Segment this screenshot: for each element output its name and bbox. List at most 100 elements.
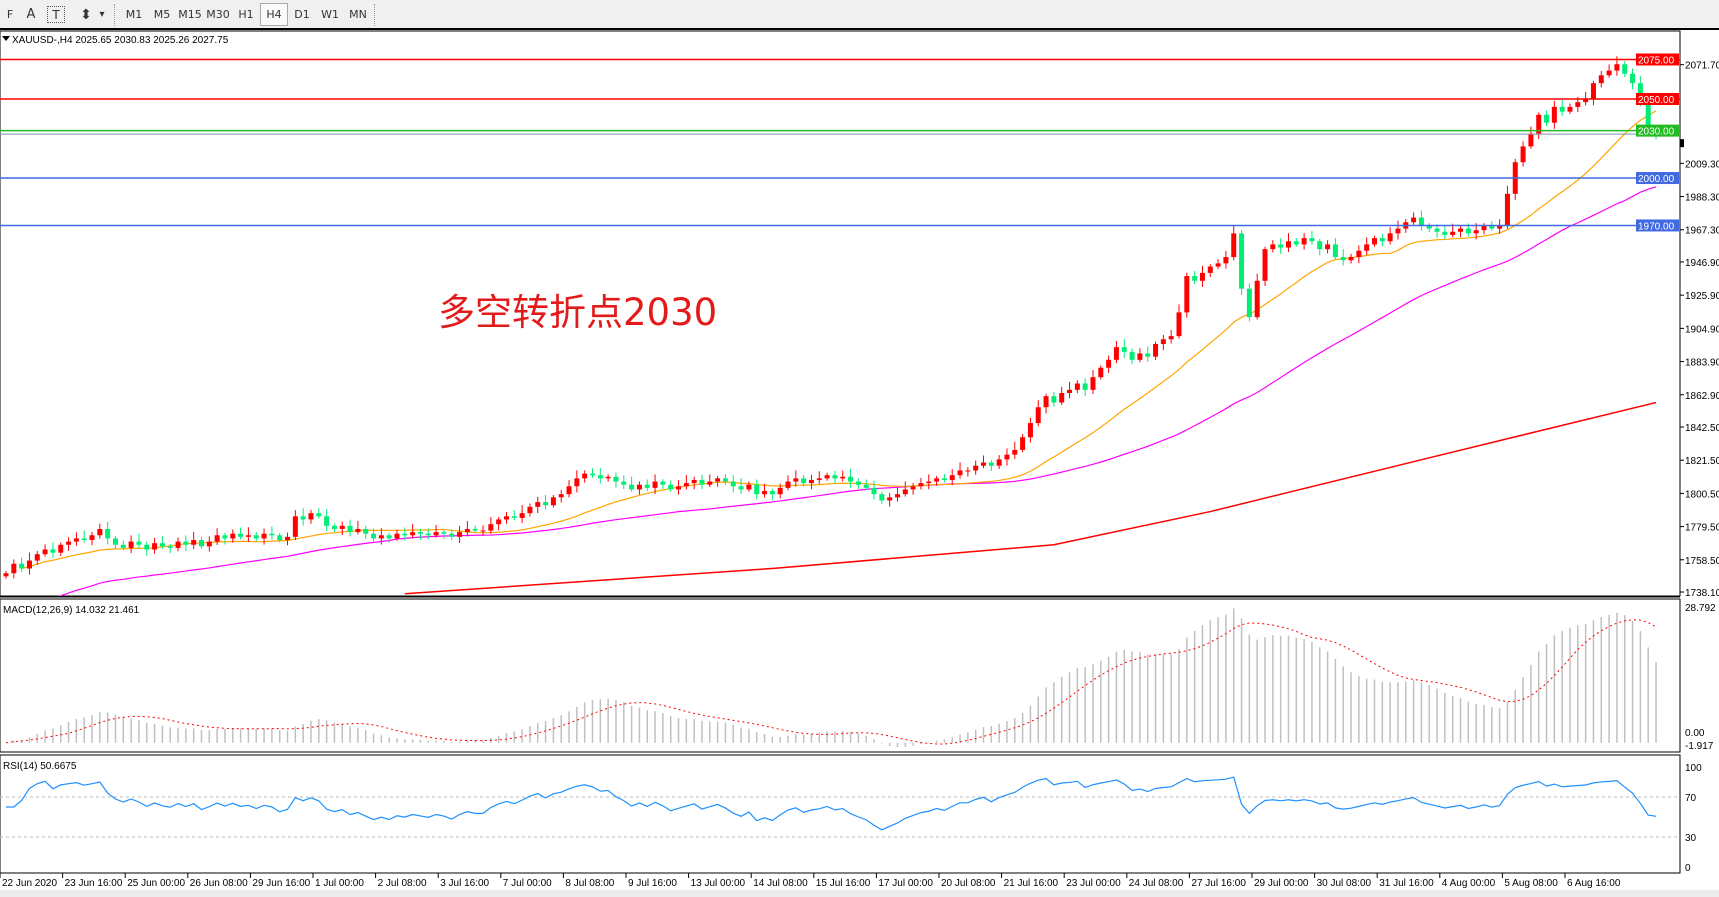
candle-up xyxy=(1497,225,1503,229)
candle-up xyxy=(26,560,32,569)
candle-up xyxy=(1504,193,1510,226)
candle-down xyxy=(1278,244,1284,248)
candle-up xyxy=(1231,233,1237,258)
candle-up xyxy=(1098,367,1104,378)
candle-up xyxy=(191,540,197,545)
candle-up xyxy=(582,473,588,479)
candle-down xyxy=(754,484,760,495)
toolbar-separator xyxy=(374,4,376,26)
text-label-icon[interactable]: T xyxy=(47,6,65,23)
candle-up xyxy=(1215,263,1221,267)
fibonacci-fan-icon[interactable]: F xyxy=(6,8,14,21)
level-tag xyxy=(1636,219,1679,232)
arrows-icon[interactable]: ⬍ xyxy=(80,6,92,23)
candle-down xyxy=(300,516,306,520)
candle-down xyxy=(1317,241,1323,250)
candle-up xyxy=(1458,228,1464,232)
level-tag xyxy=(1636,93,1679,106)
price-axis-label: 1821.50 xyxy=(1685,456,1719,467)
candle-up xyxy=(1583,99,1589,103)
timeframe-d1-button[interactable]: D1 xyxy=(294,8,310,21)
candle-down xyxy=(590,473,595,476)
level-tag-label: 2030.00 xyxy=(1638,127,1675,138)
candle-up xyxy=(66,541,72,545)
candle-up xyxy=(245,535,251,537)
time-axis-label: 25 Jun 00:00 xyxy=(127,878,185,889)
price-axis-label: 1758.50 xyxy=(1685,556,1719,567)
time-axis-label: 20 Jul 08:00 xyxy=(941,878,996,889)
timeframe-w1-button[interactable]: W1 xyxy=(321,8,339,21)
candle-down xyxy=(371,533,377,539)
candle-down xyxy=(511,516,517,518)
rsi-axis-label: 30 xyxy=(1685,833,1697,844)
price-panel-frame xyxy=(0,30,1681,597)
candle-up xyxy=(1153,344,1159,357)
candle-up xyxy=(1262,249,1268,281)
candle-up xyxy=(1027,423,1033,438)
candle-down xyxy=(597,475,603,479)
level-tag-label: 2075.00 xyxy=(1638,55,1675,66)
toolbar-separator xyxy=(114,4,116,26)
candle-up xyxy=(480,530,486,532)
candle-down xyxy=(1637,83,1643,103)
candle-up xyxy=(97,528,103,536)
price-plot xyxy=(3,56,1659,596)
candle-up xyxy=(949,475,955,480)
chevron-down-icon[interactable]: ▾ xyxy=(99,9,105,20)
candle-down xyxy=(331,525,337,529)
candle-up xyxy=(715,478,721,482)
candle-up xyxy=(1160,339,1166,345)
candle-down xyxy=(1489,225,1495,229)
candle-down xyxy=(112,538,118,545)
time-axis-label: 2 Jul 08:00 xyxy=(378,878,427,889)
candle-up xyxy=(488,524,494,531)
candle-down xyxy=(144,544,150,550)
candle-down xyxy=(699,479,705,485)
candle-up xyxy=(519,513,525,518)
candle-up xyxy=(394,533,400,539)
timeframe-m1-button[interactable]: M1 xyxy=(125,8,143,21)
candle-down xyxy=(105,528,111,539)
rsi-line xyxy=(6,776,1657,831)
candle-up xyxy=(918,483,924,487)
rsi-axis-label: 100 xyxy=(1685,763,1702,774)
candle-up xyxy=(230,533,236,539)
price-axis-label: 1842.50 xyxy=(1685,423,1719,434)
time-axis-label: 5 Aug 08:00 xyxy=(1504,878,1558,889)
timeframe-mn-button[interactable]: MN xyxy=(349,8,367,21)
candle-down xyxy=(730,481,736,487)
candle-up xyxy=(1528,133,1534,147)
candle-up xyxy=(58,544,64,553)
candle-up xyxy=(793,478,799,482)
candle-up xyxy=(464,528,470,533)
ma-mid-line xyxy=(58,186,1657,596)
candle-up xyxy=(1113,347,1119,360)
candle-up xyxy=(1207,266,1213,273)
candle-up xyxy=(1090,377,1096,390)
candle-up xyxy=(206,541,212,547)
candle-up xyxy=(1168,336,1174,340)
timeframe-m15-button[interactable]: M15 xyxy=(178,8,202,21)
candle-up xyxy=(128,541,134,548)
chart-area[interactable]: XAUUSD-,H4 2025.65 2030.83 2025.26 2027.… xyxy=(0,30,1719,897)
text-icon[interactable]: A xyxy=(26,7,36,22)
timeframe-h1-button[interactable]: H1 xyxy=(238,8,254,21)
time-axis-label: 24 Jul 08:00 xyxy=(1129,878,1184,889)
price-axis-label: 1988.30 xyxy=(1685,193,1719,204)
time-axis-label: 15 Jul 16:00 xyxy=(816,878,871,889)
candle-down xyxy=(832,475,838,479)
price-axis-label: 1904.90 xyxy=(1685,324,1719,335)
candle-up xyxy=(1411,217,1417,223)
timeframe-m5-button[interactable]: M5 xyxy=(153,8,171,21)
candle-up xyxy=(824,475,830,479)
candle-down xyxy=(1622,64,1628,74)
candle-down xyxy=(1239,233,1245,289)
time-axis-label: 3 Jul 16:00 xyxy=(440,878,489,889)
candle-up xyxy=(496,519,502,525)
candle-down xyxy=(316,513,322,517)
timeframe-m30-button[interactable]: M30 xyxy=(206,8,230,21)
candle-down xyxy=(472,528,478,531)
candle-down xyxy=(1129,351,1135,360)
time-axis-label: 13 Jul 00:00 xyxy=(691,878,746,889)
timeframe-h4-button[interactable]: H4 xyxy=(260,3,288,26)
